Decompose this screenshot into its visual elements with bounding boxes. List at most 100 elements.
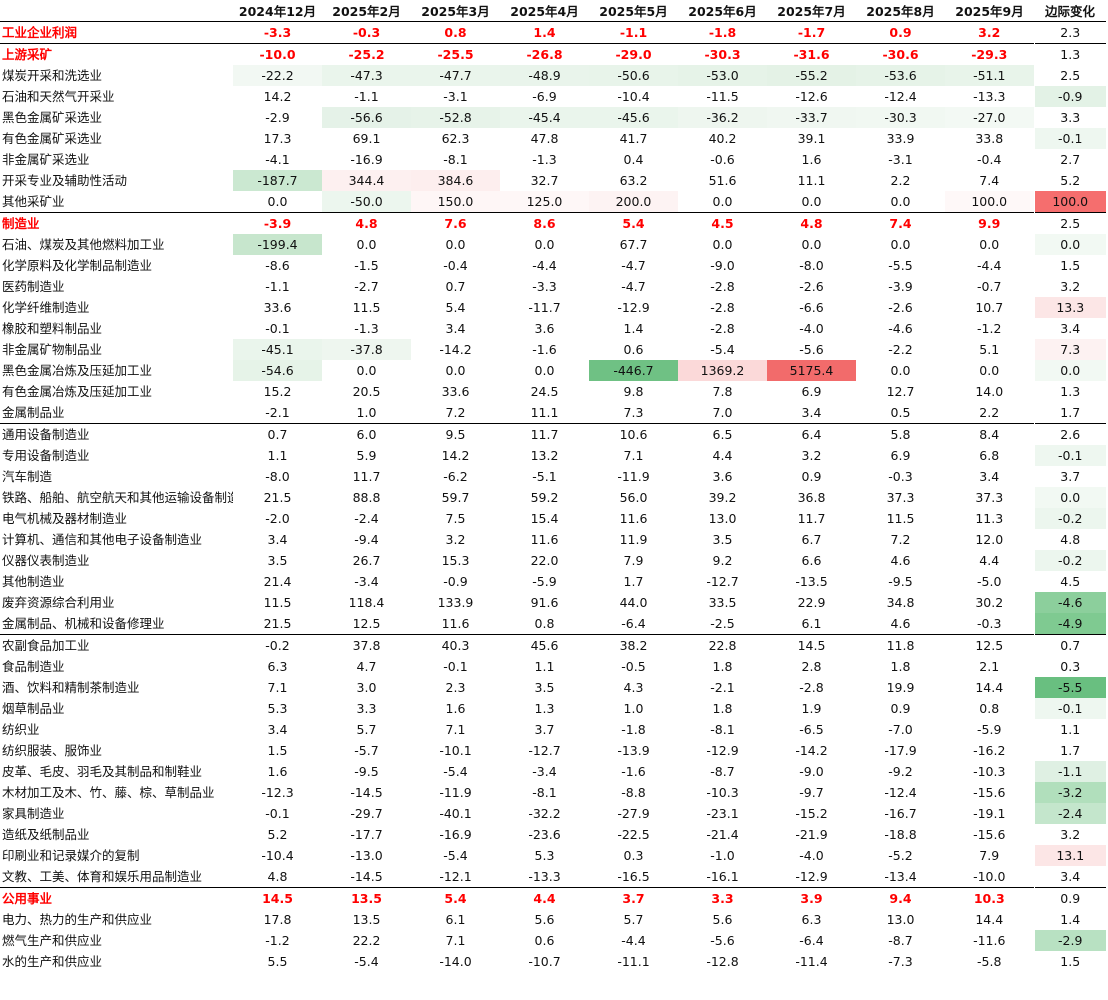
section-row: 公用事业 14.5 13.5 5.4 4.4 3.7 3.3 3.9 9.4 10.3 0.9 [0, 887, 1106, 909]
value-cell: 26.7 [352, 553, 381, 568]
value-cell: -31.6 [767, 43, 856, 65]
marginal-change-cell: 2.5 [1033, 212, 1106, 234]
value-cell: 5.4 [445, 300, 466, 315]
value-cell: 44.0 [619, 595, 648, 610]
value-cell: -29.7 [350, 806, 383, 821]
marginal-change-cell: 1.5 [1033, 255, 1106, 276]
value-cell: 0.0 [356, 363, 377, 378]
value-cell: 0.0 [534, 363, 555, 378]
table-row: 电气机械及器材制造业 -2.0 -2.4 7.5 15.4 11.6 13.0 11.7 11.… [0, 508, 1106, 529]
value-cell: 15.2 [263, 384, 292, 399]
value-cell: -16.9 [350, 152, 383, 167]
header-month: 2025年8月 [856, 0, 945, 22]
value-cell: -1.7 [797, 25, 826, 40]
marginal-change-cell: 3.2 [1033, 276, 1106, 297]
value-cell: 3.5 [712, 532, 733, 547]
value-cell: 14.2 [263, 89, 292, 104]
value-cell: 1369.2 [678, 360, 767, 381]
value-cell: 1.8 [890, 659, 911, 674]
value-cell: -6.4 [799, 933, 824, 948]
value-cell: 0.0 [801, 194, 822, 209]
industry-name: 开采专业及辅助性活动 [2, 173, 128, 188]
value-cell: -37.8 [322, 339, 411, 360]
value-cell: 3.7 [589, 887, 678, 909]
value-cell: 7.1 [267, 680, 288, 695]
value-cell: -32.2 [528, 806, 561, 821]
marginal-change-cell: -2.4 [1033, 803, 1106, 824]
value-cell: -7.0 [888, 722, 913, 737]
value-cell: 200.0 [589, 191, 678, 213]
header-row: 2024年12月 2025年2月 2025年3月 2025年4月 2025年5月… [0, 0, 1106, 22]
value-cell: 12.5 [352, 616, 381, 631]
table-row: 电力、热力的生产和供应业 17.8 13.5 6.1 5.6 5.7 5.6 6.3 13.0 1… [0, 909, 1106, 930]
table-row: 家具制造业 -0.1 -29.7 -40.1 -32.2 -27.9 -23.1 -15.2 -… [0, 803, 1106, 824]
value-cell: 2.8 [801, 659, 822, 674]
value-cell: -0.4 [443, 258, 468, 273]
value-cell: 37.8 [322, 634, 411, 656]
table-row: 烟草制品业 5.3 3.3 1.6 1.3 1.0 1.8 1.9 0.9 0.8 -0.1 [0, 698, 1106, 719]
value-cell: 14.4 [975, 680, 1004, 695]
value-cell: 7.9 [979, 848, 1000, 863]
marginal-change-cell: 1.5 [1033, 951, 1106, 972]
value-cell: -2.1 [710, 680, 735, 695]
value-cell: 40.2 [708, 131, 737, 146]
value-cell: -4.4 [621, 933, 646, 948]
value-cell: -9.4 [354, 532, 379, 547]
value-cell: 6.3 [801, 912, 822, 927]
industry-name: 专用设备制造业 [2, 448, 90, 463]
value-cell: -12.4 [884, 785, 917, 800]
marginal-change-cell: -4.9 [1033, 613, 1106, 635]
value-cell: -27.9 [617, 806, 650, 821]
value-cell: -8.6 [265, 258, 290, 273]
value-cell: 62.3 [441, 131, 470, 146]
value-cell: 6.0 [322, 423, 411, 445]
value-cell: -21.4 [706, 827, 739, 842]
value-cell: -8.7 [888, 933, 913, 948]
value-cell: -12.7 [528, 743, 561, 758]
value-cell: -23.1 [706, 806, 739, 821]
value-cell: 9.5 [411, 423, 500, 445]
value-cell: -12.4 [884, 89, 917, 104]
value-cell: 5.4 [411, 887, 500, 909]
value-cell: 1.4 [623, 321, 644, 336]
industry-name: 仪器仪表制造业 [2, 553, 90, 568]
value-cell: -2.4 [354, 511, 379, 526]
value-cell: -13.5 [795, 574, 828, 589]
industry-name: 文教、工美、体育和娱乐用品制造业 [2, 869, 203, 884]
value-cell: 15.3 [441, 553, 470, 568]
value-cell: 0.7 [233, 423, 322, 445]
marginal-change-cell: -0.1 [1033, 128, 1106, 149]
value-cell: 11.5 [886, 511, 915, 526]
value-cell: 22.2 [352, 933, 381, 948]
marginal-change-cell: 4.8 [1033, 529, 1106, 550]
table-row: 金属制品业 -2.1 1.0 7.2 11.1 7.3 7.0 3.4 0.5 2.2 1.7 [0, 402, 1106, 424]
value-cell: 9.4 [856, 887, 945, 909]
value-cell: -10.0 [233, 43, 322, 65]
value-cell: 32.7 [530, 173, 559, 188]
value-cell: -2.9 [265, 110, 290, 125]
value-cell: -8.0 [265, 469, 290, 484]
value-cell: 3.4 [445, 321, 466, 336]
value-cell: -50.6 [589, 65, 678, 86]
value-cell: 125.0 [500, 191, 589, 213]
value-cell: -13.3 [528, 869, 561, 884]
value-cell: -26.8 [500, 43, 589, 65]
value-cell: 14.5 [233, 887, 322, 909]
value-cell: -51.1 [945, 65, 1034, 86]
value-cell: -14.5 [350, 869, 383, 884]
value-cell: 13.5 [352, 912, 381, 927]
value-cell: 9.9 [945, 212, 1034, 234]
value-cell: -16.1 [706, 869, 739, 884]
industry-name: 造纸及纸制品业 [2, 827, 90, 842]
marginal-change-cell: 0.0 [1033, 487, 1106, 508]
marginal-change-cell: 0.3 [1033, 656, 1106, 677]
value-cell: -4.7 [621, 279, 646, 294]
value-cell: -6.6 [799, 300, 824, 315]
value-cell: -4.1 [265, 152, 290, 167]
table-row: 开采专业及辅助性活动 -187.7 344.4 384.6 32.7 63.2 51.6 11… [0, 170, 1106, 191]
value-cell: -2.2 [888, 342, 913, 357]
industry-name: 农副食品加工业 [0, 634, 233, 656]
value-cell: 34.8 [886, 595, 915, 610]
value-cell: 37.3 [975, 490, 1004, 505]
value-cell: 0.0 [890, 194, 911, 209]
